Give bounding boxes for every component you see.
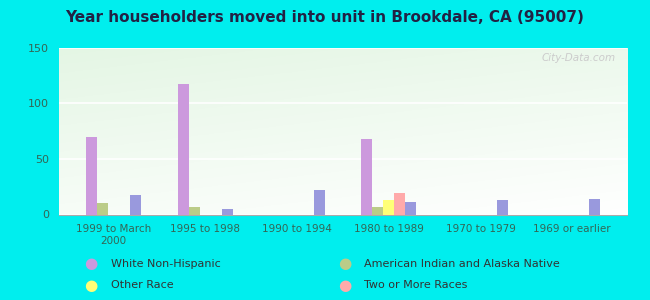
- Bar: [497, 200, 508, 214]
- Bar: [177, 83, 188, 214]
- Text: ●: ●: [338, 256, 351, 272]
- Bar: [372, 207, 384, 214]
- Text: Other Race: Other Race: [111, 280, 173, 290]
- Text: City-Data.com: City-Data.com: [541, 53, 616, 63]
- Bar: [222, 209, 233, 214]
- Bar: [97, 203, 108, 214]
- Text: Two or More Races: Two or More Races: [364, 280, 467, 290]
- Text: ●: ●: [338, 278, 351, 292]
- Text: ●: ●: [84, 298, 98, 300]
- Bar: [361, 139, 372, 214]
- Bar: [188, 207, 200, 214]
- Text: Year householders moved into unit in Brookdale, CA (95007): Year householders moved into unit in Bro…: [66, 11, 584, 26]
- Text: White Non-Hispanic: White Non-Hispanic: [111, 259, 220, 269]
- Bar: [589, 199, 600, 214]
- Text: American Indian and Alaska Native: American Indian and Alaska Native: [364, 259, 560, 269]
- Bar: [313, 190, 324, 214]
- Bar: [384, 200, 395, 214]
- Text: ●: ●: [84, 278, 98, 292]
- Bar: [405, 202, 416, 214]
- Bar: [395, 194, 405, 214]
- Text: ●: ●: [84, 256, 98, 272]
- Bar: [130, 194, 141, 214]
- Bar: [86, 137, 97, 214]
